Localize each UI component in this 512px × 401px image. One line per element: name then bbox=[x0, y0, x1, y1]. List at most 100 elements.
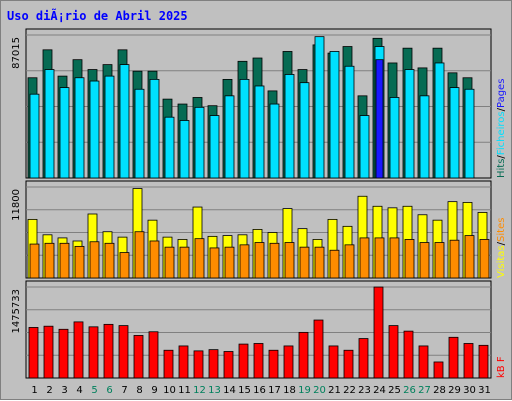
bar-ficheiros-day-12 bbox=[194, 106, 205, 179]
bar-ficheiros-day-9 bbox=[149, 78, 160, 179]
bar-ficheiros-day-25 bbox=[389, 97, 400, 179]
bar-ficheiros-day-26 bbox=[404, 69, 415, 179]
bar-kb-f-day-8 bbox=[133, 335, 144, 379]
bar-kb-f-day-30 bbox=[463, 343, 474, 379]
bar-sites-day-26 bbox=[404, 239, 415, 279]
bar-kb-f-day-15 bbox=[238, 343, 249, 379]
bar-sites-day-17 bbox=[269, 242, 280, 279]
bar-sites-day-19 bbox=[299, 246, 310, 279]
bar-kb-f-day-21 bbox=[328, 345, 339, 379]
x-tick-label-day-15: 15 bbox=[238, 385, 251, 396]
bar-sites-day-15 bbox=[239, 244, 250, 279]
bar-kb-f-day-24 bbox=[373, 286, 384, 379]
bar-ficheiros-day-19 bbox=[299, 82, 310, 179]
x-tick-label-day-29: 29 bbox=[448, 385, 461, 396]
bar-sites-day-1 bbox=[29, 243, 40, 279]
y-max-label-top: 87015 bbox=[11, 37, 22, 69]
bar-sites-day-20 bbox=[314, 246, 325, 279]
bar-ficheiros-day-22 bbox=[344, 65, 355, 179]
x-tick-label-day-1: 1 bbox=[31, 385, 37, 396]
x-tick-label-day-3: 3 bbox=[61, 385, 67, 396]
bar-kb-f-day-14 bbox=[223, 351, 234, 379]
bar-sites-day-28 bbox=[434, 242, 445, 279]
x-tick-label-day-14: 14 bbox=[223, 385, 236, 396]
bar-sites-day-24 bbox=[374, 237, 385, 279]
bar-ficheiros-day-15 bbox=[239, 78, 250, 179]
x-tick-label-day-24: 24 bbox=[373, 385, 386, 396]
bar-kb-f-day-5 bbox=[88, 326, 99, 379]
y-max-label-middle: 11800 bbox=[11, 189, 22, 221]
legend-item: kB F bbox=[496, 356, 507, 378]
x-tick-label-day-16: 16 bbox=[253, 385, 266, 396]
bar-kb-f-day-9 bbox=[148, 331, 159, 379]
x-tick-label-day-31: 31 bbox=[478, 385, 491, 396]
bar-sites-day-14 bbox=[224, 246, 235, 279]
bar-ficheiros-day-6 bbox=[104, 75, 115, 179]
bar-ficheiros-day-27 bbox=[419, 95, 430, 179]
bar-ficheiros-day-3 bbox=[59, 87, 70, 179]
bar-sites-day-9 bbox=[149, 240, 160, 279]
x-tick-label-day-26: 26 bbox=[403, 385, 416, 396]
x-tick-label-day-10: 10 bbox=[163, 385, 176, 396]
bar-sites-day-3 bbox=[59, 242, 70, 279]
bar-pages-day-24 bbox=[375, 59, 384, 179]
x-tick-label-day-8: 8 bbox=[136, 385, 142, 396]
bar-kb-f-day-19 bbox=[298, 331, 309, 379]
bar-ficheiros-day-30 bbox=[464, 88, 475, 179]
legend-item: Hits bbox=[496, 159, 507, 178]
bar-sites-day-10 bbox=[164, 246, 175, 279]
bar-ficheiros-day-8 bbox=[134, 88, 145, 179]
bar-sites-day-29 bbox=[449, 239, 460, 279]
bar-sites-day-13 bbox=[209, 247, 220, 279]
legend-item: / bbox=[496, 107, 507, 111]
x-tick-label-day-30: 30 bbox=[463, 385, 476, 396]
x-tick-label-day-7: 7 bbox=[121, 385, 127, 396]
bar-kb-f-day-11 bbox=[178, 345, 189, 379]
x-tick-label-day-19: 19 bbox=[298, 385, 311, 396]
bar-kb-f-day-29 bbox=[448, 336, 459, 379]
bar-ficheiros-day-28 bbox=[434, 62, 445, 179]
bar-sites-day-2 bbox=[44, 242, 55, 279]
page-title: Uso diÃ¡rio de Abril 2025 bbox=[7, 9, 188, 23]
bar-sites-day-22 bbox=[344, 244, 355, 279]
bar-ficheiros-day-2 bbox=[44, 69, 55, 179]
bar-kb-f-day-4 bbox=[73, 321, 84, 379]
bar-sites-day-31 bbox=[479, 239, 490, 279]
bar-sites-day-30 bbox=[464, 235, 475, 279]
bar-kb-f-day-31 bbox=[478, 344, 489, 379]
legend-item: / bbox=[496, 241, 507, 245]
bar-kb-f-day-17 bbox=[268, 349, 279, 379]
x-tick-label-day-28: 28 bbox=[433, 385, 446, 396]
bar-kb-f-day-12 bbox=[193, 350, 204, 379]
x-tick-label-day-22: 22 bbox=[343, 385, 356, 396]
x-tick-label-day-27: 27 bbox=[418, 385, 431, 396]
bar-kb-f-day-26 bbox=[403, 330, 414, 379]
bar-kb-f-day-20 bbox=[313, 319, 324, 379]
bar-ficheiros-day-1 bbox=[29, 93, 40, 179]
bar-ficheiros-day-23 bbox=[359, 115, 370, 179]
bar-kb-f-day-3 bbox=[58, 328, 69, 379]
bar-kb-f-day-25 bbox=[388, 325, 399, 379]
bar-ficheiros-day-4 bbox=[74, 77, 85, 179]
bar-sites-day-23 bbox=[359, 237, 370, 279]
x-tick-label-day-9: 9 bbox=[151, 385, 157, 396]
bar-ficheiros-day-11 bbox=[179, 120, 190, 179]
x-tick-label-day-6: 6 bbox=[106, 385, 112, 396]
x-tick-label-day-11: 11 bbox=[178, 385, 191, 396]
x-tick-label-day-23: 23 bbox=[358, 385, 371, 396]
x-tick-label-day-2: 2 bbox=[46, 385, 52, 396]
legend-item: Visitas bbox=[496, 245, 507, 278]
bar-ficheiros-day-7 bbox=[119, 64, 130, 179]
bar-kb-f-day-6 bbox=[103, 323, 114, 379]
bar-kb-f-day-28 bbox=[433, 361, 444, 379]
bar-kb-f-day-23 bbox=[358, 338, 369, 379]
bar-ficheiros-day-18 bbox=[284, 74, 295, 179]
x-tick-label-day-12: 12 bbox=[193, 385, 206, 396]
bar-ficheiros-day-10 bbox=[164, 116, 175, 179]
bar-ficheiros-day-20 bbox=[314, 36, 325, 179]
bar-sites-day-8 bbox=[134, 231, 145, 279]
bar-kb-f-day-22 bbox=[343, 349, 354, 379]
legend-item: / bbox=[496, 155, 507, 159]
x-tick-label-day-17: 17 bbox=[268, 385, 281, 396]
